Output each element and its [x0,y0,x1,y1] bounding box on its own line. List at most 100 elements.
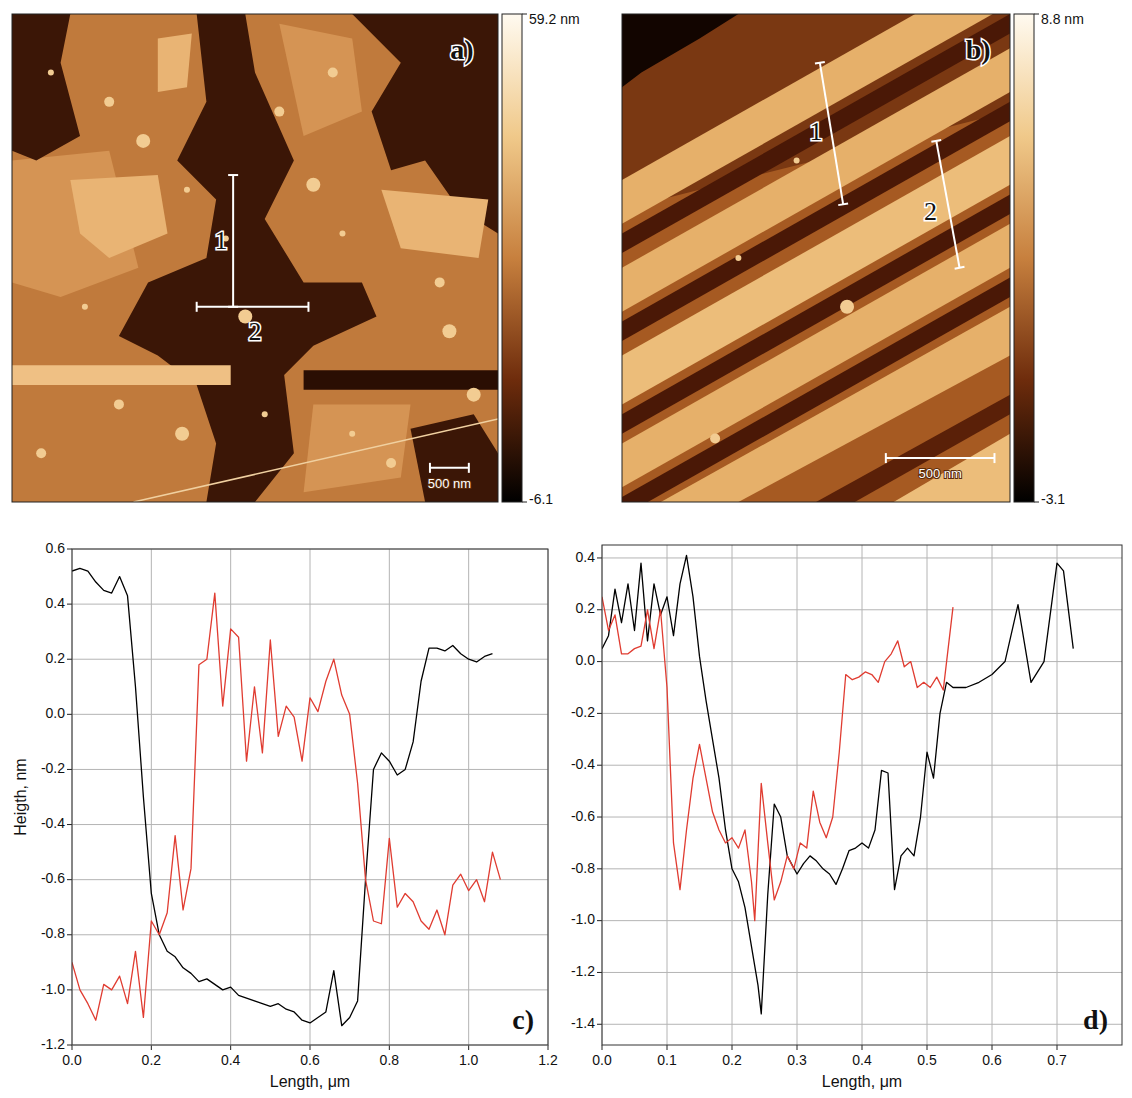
surface-particle [339,231,345,237]
grid-line [732,545,733,1045]
x-tick [1057,1045,1058,1050]
figure: 12500 nma)59.2 nm-6.112500 nmb)8.8 nm-3.… [0,0,1132,1098]
grid-line [602,713,1122,714]
surface-region [894,434,1010,502]
surface-particle [36,448,46,458]
y-tick [597,661,602,662]
panel-label: b) [966,34,991,65]
profile-series [72,593,500,1020]
surface-particle [306,178,320,192]
surface-region [304,370,498,390]
grid-line [468,549,469,1045]
chart-line: 0.00.20.40.60.81.01.2-1.2-1.0-0.8-0.6-0.… [12,540,558,1090]
surface-region [622,14,738,87]
y-tick-label: 0.2 [576,600,596,616]
profile-line [936,141,959,268]
x-tick [72,1045,73,1050]
y-tick [597,765,602,766]
profile-line [820,63,843,205]
surface-particle [349,431,355,437]
colorbar-tick [1034,14,1039,15]
surface-particle [435,277,445,287]
x-tick [389,1045,390,1050]
surface-region [119,14,377,502]
x-tick [230,1045,231,1050]
surface-particle [467,388,481,402]
grid-line [72,659,548,660]
y-tick-label: -1.4 [571,1015,595,1031]
profile-label: 2 [924,197,937,226]
grid-line [72,714,548,715]
y-axis-title: Heigth, nm [12,758,29,835]
x-tick [927,1045,928,1050]
y-tick-label: 0.2 [46,650,66,666]
surface-particle [794,157,800,163]
x-axis-title: Length, μm [822,1073,902,1090]
grid-line [667,545,668,1045]
x-tick [468,1045,469,1050]
x-tick [151,1045,152,1050]
y-tick [67,769,72,770]
surface-particle [48,70,54,76]
x-tick-label: 0.7 [1047,1052,1067,1068]
y-tick-label: -1.2 [41,1036,65,1052]
surface-particle [262,411,268,417]
profile-cap [228,174,238,176]
page: AFM images and height profiles html, bod… [0,0,1132,1098]
x-tick-label: 0.0 [62,1052,82,1068]
profile-series [602,555,1073,1014]
colorbar-label: 59.2 nm [529,11,580,27]
x-tick-label: 1.2 [538,1052,558,1068]
y-tick [67,549,72,550]
grid-line [602,557,1122,558]
x-tick-label: 0.8 [380,1052,400,1068]
page-body: {"images": [ {"label": "a)", "profiles":… [0,0,1132,1098]
grid-line [72,989,548,990]
y-tick [67,879,72,880]
profile-cap [196,302,198,312]
plot-frame [602,545,1122,1045]
colorbar [502,14,522,502]
y-tick-label: -0.4 [571,756,595,772]
grid-line [1057,545,1058,1045]
y-tick-label: -0.6 [41,870,65,886]
scale-bar [886,457,995,459]
surface-region [411,414,498,502]
y-tick-label: -1.0 [41,981,65,997]
profile-cap [931,140,941,142]
y-tick [597,713,602,714]
grid-line [72,604,548,605]
x-tick [992,1045,993,1050]
x-axis-title: Length, μm [270,1073,350,1090]
afm-image [12,14,498,502]
surface-region [12,365,231,385]
colorbar [1014,14,1034,502]
profile-line [232,175,234,307]
image-ground [12,14,498,502]
panel-label: a) [450,34,473,65]
x-tick-label: 0.4 [852,1052,872,1068]
x-tick-label: 0.4 [221,1052,241,1068]
x-tick-label: 0.1 [657,1052,677,1068]
grid-line [310,549,311,1045]
grid-line [602,920,1122,921]
colorbar-label: 8.8 nm [1041,11,1084,27]
grid-line [602,972,1122,973]
profile-line [197,306,309,308]
surface-particle [114,399,124,409]
scale-bar-cap [885,453,887,463]
x-tick-label: 0.5 [917,1052,937,1068]
y-tick [597,609,602,610]
surface-particle [386,458,396,468]
panel-label: d) [1083,1004,1108,1035]
afm-image [622,14,1010,502]
surface-particle [328,68,338,78]
y-tick [67,989,72,990]
x-tick [667,1045,668,1050]
y-tick-label: 0.6 [46,540,66,556]
scale-bar-label: 500 nm [918,466,961,481]
profile-label: 1 [214,226,227,255]
grid-line [602,765,1122,766]
plot-area [602,545,1122,1045]
y-tick-label: -0.2 [571,704,595,720]
